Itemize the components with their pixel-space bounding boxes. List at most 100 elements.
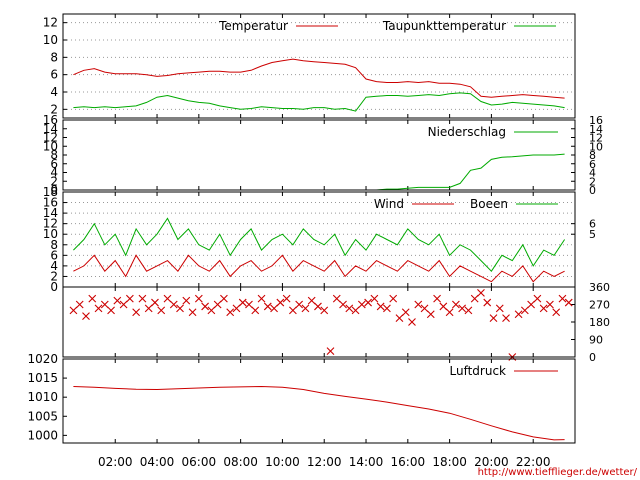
direction-mark [458,304,467,313]
panel-5-ytick-label-0: 1000 [27,428,58,442]
panel-1-ytick-label-1: 4 [50,85,58,99]
direction-mark [119,300,128,309]
panel-4-point-36 [295,300,304,309]
direction-mark [169,300,178,309]
direction-mark [226,308,235,317]
panel-4-point-8 [119,300,128,309]
panel-2-frame [62,119,576,191]
direction-mark [220,294,228,303]
panel-4-point-29 [251,306,260,315]
panel-2-ytick-label-1: 2 [50,174,58,188]
panel-4-point-53 [401,308,410,317]
direction-mark [389,294,398,303]
panel-4-point-6 [107,306,115,315]
panel-4-point-24 [220,294,228,303]
direction-mark [270,304,278,313]
panel-5-legend-label-0: Luftdruck [449,364,506,378]
panel-4-point-22 [207,306,216,315]
panel-4-point-40 [320,306,329,315]
panel-4-point-56 [420,304,429,313]
direction-mark [201,302,209,311]
panel-4-point-26 [232,304,241,313]
panel-2-series-0-line [73,153,565,191]
direction-mark [464,306,473,315]
direction-mark [520,306,529,315]
panel-4-point-58 [433,294,441,303]
direction-mark [439,302,448,311]
direction-mark [213,300,222,309]
panel-4-point-74 [533,294,542,303]
panel-3-ytick-label-6: 12 [43,217,58,231]
direction-mark [245,300,253,309]
direction-mark [194,294,203,303]
panel-4-point-23 [213,300,222,309]
direction-mark [370,294,379,303]
panel-4-point-71 [514,310,523,319]
panel-4-point-28 [245,300,253,309]
panel-4-y2tick-label-1: 90 [589,334,603,347]
panel-4-point-33 [276,298,285,307]
direction-mark [558,294,567,303]
direction-mark [276,298,285,307]
direction-mark [546,300,554,309]
x-axis-label-9: 20:00 [474,455,509,469]
panel-4-point-63 [464,306,473,315]
direction-mark [495,304,504,313]
panel-4-y2tick-label-4: 360 [589,281,610,294]
panel-3-legend-label-0: Wind [374,197,404,211]
direction-mark [75,300,84,309]
panel-5-ytick-label-2: 1010 [27,390,58,404]
panel-2-ytick-label-8: 16 [43,113,58,127]
panel-1-ytick-label-5: 12 [43,16,58,30]
panel-4-point-4 [94,304,103,313]
panel-4-point-72 [520,306,529,315]
direction-mark [314,302,322,311]
direction-mark [125,294,134,303]
direction-mark [163,294,172,303]
direction-mark [364,298,372,307]
direction-mark [320,306,329,315]
panel-2-rtick-label-0: 0 [589,184,596,197]
panel-4-point-12 [144,304,153,313]
panel-4-point-45 [351,306,360,315]
panel-4-point-67 [489,314,498,323]
panel-1-ytick-label-0: 2 [50,102,58,116]
panel-5-ytick-label-3: 1015 [27,371,58,385]
direction-mark [451,300,460,309]
panel-2-rtick-label-8: 16 [589,114,603,127]
panel-4-point-5 [100,300,109,309]
panel-2-rtick-label-5: 10 [589,140,603,153]
panel-4-y2tick-label-0: 0 [589,351,596,364]
direction-mark [188,308,197,317]
panel-4-point-38 [307,296,316,305]
panel-4-point-59 [439,302,448,311]
panel-3-ytick-label-7: 14 [43,206,58,220]
panel-4-point-14 [157,306,166,315]
direction-mark [502,314,510,323]
direction-mark [433,294,441,303]
direction-mark [401,308,410,317]
panel-5-ytick-label-1: 1005 [27,409,58,423]
panel-4-point-69 [502,314,510,323]
panel-4-point-54 [408,318,416,326]
panel-4-point-11 [138,294,147,303]
direction-mark [100,300,109,309]
direction-mark [426,310,435,319]
panel-1-ytick-label-4: 10 [43,33,58,47]
panel-3-legend-label-1: Boeen [470,197,508,211]
direction-mark [238,298,247,307]
direction-mark [357,300,366,309]
x-axis-label-8: 18:00 [432,455,467,469]
panel-4-point-66 [483,298,492,307]
panel-2-ytick-label-5: 10 [43,139,58,153]
direction-mark [414,300,423,309]
panel-4-point-34 [282,294,291,303]
panel-4-point-75 [539,304,548,313]
panel-4-point-76 [546,300,554,309]
panel-4-point-13 [151,298,159,307]
panel-1-legend-label-0: Temperatur [218,19,288,33]
direction-mark [552,308,561,317]
panel-2-rtick-label-4: 8 [589,149,596,162]
panel-4-point-47 [364,298,372,307]
panel-4-point-21 [201,302,209,311]
